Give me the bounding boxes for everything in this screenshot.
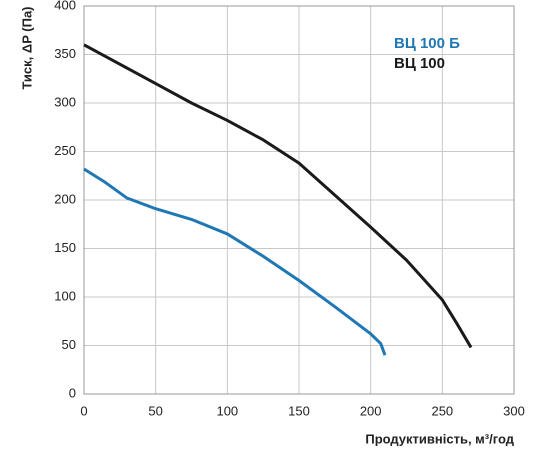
x-tick-label: 150 <box>288 403 310 418</box>
x-axis-label: Продуктивність, м³/год <box>365 431 514 446</box>
y-tick-label: 350 <box>54 46 76 61</box>
y-tick-label: 250 <box>54 143 76 158</box>
y-tick-label: 300 <box>54 94 76 109</box>
x-tick-label: 300 <box>503 403 525 418</box>
series-line <box>83 167 387 356</box>
x-tick-label: 0 <box>80 403 87 418</box>
y-tick-label: 100 <box>54 288 76 303</box>
y-tick-label: 150 <box>54 240 76 255</box>
x-tick-label: 50 <box>148 403 162 418</box>
x-tick-label: 250 <box>431 403 453 418</box>
y-tick-label: 0 <box>69 385 76 400</box>
y-tick-label: 200 <box>54 191 76 206</box>
y-tick-label: 50 <box>62 337 76 352</box>
x-tick-label: 100 <box>216 403 238 418</box>
series-line <box>83 43 473 349</box>
x-tick-label: 200 <box>360 403 382 418</box>
legend-entry: ВЦ 100 Б <box>394 35 460 52</box>
y-axis-label: Тиск, ΔP (Па) <box>19 6 34 89</box>
y-tick-label: 400 <box>54 0 76 12</box>
legend-entry: ВЦ 100 <box>394 55 445 72</box>
plot-frame <box>83 5 515 395</box>
